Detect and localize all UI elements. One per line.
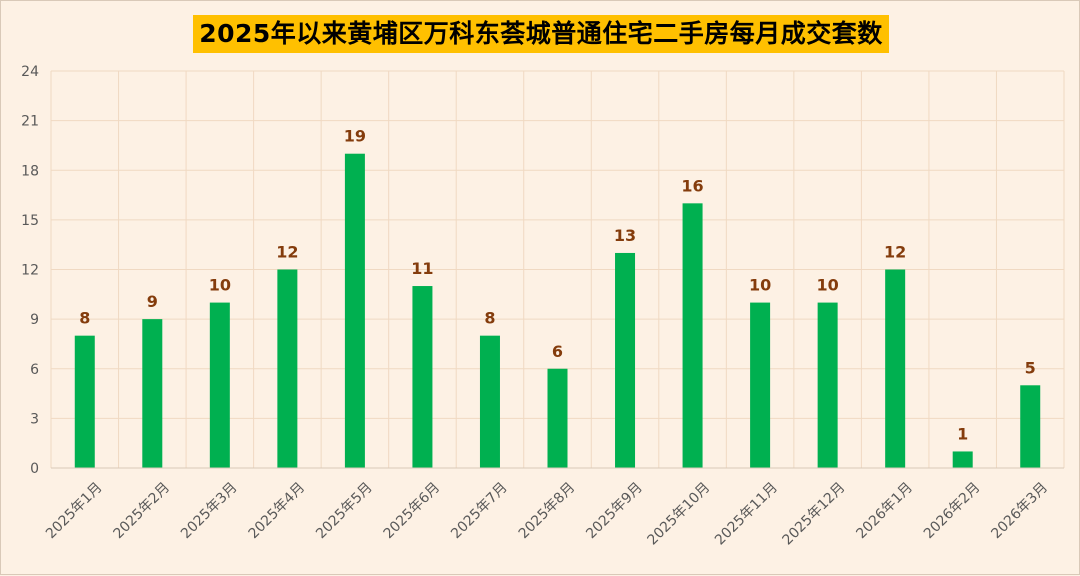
y-tick-label: 3 — [30, 411, 39, 427]
y-tick-label: 18 — [21, 163, 39, 179]
x-tick-label: 2026年3月 — [988, 480, 1051, 543]
y-tick-label: 15 — [21, 213, 39, 229]
bar — [1020, 385, 1041, 468]
x-tick-label: 2025年11月 — [712, 480, 781, 549]
data-label: 1 — [957, 424, 968, 443]
data-label: 10 — [209, 276, 231, 295]
bar — [412, 286, 433, 468]
data-label: 10 — [749, 276, 771, 295]
x-tick-label: 2025年5月 — [313, 480, 376, 543]
bar — [615, 252, 636, 468]
data-label: 8 — [79, 309, 90, 328]
bar — [74, 335, 95, 468]
x-tick-label: 2025年3月 — [178, 480, 241, 543]
x-tick-label: 2025年12月 — [780, 480, 849, 549]
title-wrap: 2025年以来黄埔区万科东荟城普通住宅二手房每月成交套数 — [1, 15, 1080, 53]
data-label: 12 — [276, 243, 298, 262]
bar — [885, 269, 906, 468]
x-tick-label: 2026年2月 — [921, 480, 984, 543]
x-tick-label: 2025年10月 — [644, 480, 713, 549]
y-tick-label: 6 — [30, 362, 39, 378]
bar — [750, 302, 771, 468]
x-tick-label: 2025年2月 — [111, 480, 174, 543]
y-tick-label: 24 — [21, 64, 39, 80]
y-tick-label: 12 — [21, 263, 39, 279]
x-tick-label: 2025年4月 — [246, 480, 309, 543]
y-tick-label: 0 — [30, 461, 39, 477]
data-label: 13 — [614, 226, 636, 245]
x-axis: 2025年1月 2025年2月 2025年3月 2025年4月 2025年5月 2025年… — [43, 467, 1064, 549]
bar — [682, 203, 703, 469]
x-tick-label: 2025年6月 — [381, 480, 444, 543]
x-tick-label: 2026年1月 — [853, 480, 916, 543]
x-tick-label: 2025年7月 — [448, 480, 511, 543]
bar — [209, 302, 230, 468]
data-label: 5 — [1025, 358, 1036, 377]
x-tick-label: 2025年8月 — [516, 480, 579, 543]
data-label: 10 — [817, 276, 839, 295]
y-tick-label: 21 — [21, 114, 39, 130]
y-axis: 0 3 6 9 12 15 18 21 24 — [21, 64, 39, 477]
bar — [344, 153, 365, 469]
data-label: 19 — [344, 127, 366, 146]
y-tick-label: 9 — [30, 312, 39, 328]
data-label: 12 — [884, 243, 906, 262]
gridlines — [50, 70, 1065, 469]
data-label: 8 — [484, 309, 495, 328]
bar — [817, 302, 838, 468]
bar — [547, 368, 568, 468]
x-tick-label: 2025年1月 — [43, 480, 106, 543]
data-label: 16 — [681, 176, 703, 195]
bar — [479, 335, 500, 468]
data-label: 6 — [552, 342, 563, 361]
data-labels: 8 9 10 12 19 11 8 6 13 16 10 10 12 1 5 — [79, 127, 1036, 444]
bar — [277, 269, 298, 468]
bar — [952, 451, 973, 468]
x-tick-label: 2025年9月 — [583, 480, 646, 543]
chart-title: 2025年以来黄埔区万科东荟城普通住宅二手房每月成交套数 — [193, 15, 889, 53]
data-label: 9 — [147, 292, 158, 311]
bars — [74, 153, 1041, 469]
bar — [142, 319, 163, 468]
data-label: 11 — [411, 259, 433, 278]
